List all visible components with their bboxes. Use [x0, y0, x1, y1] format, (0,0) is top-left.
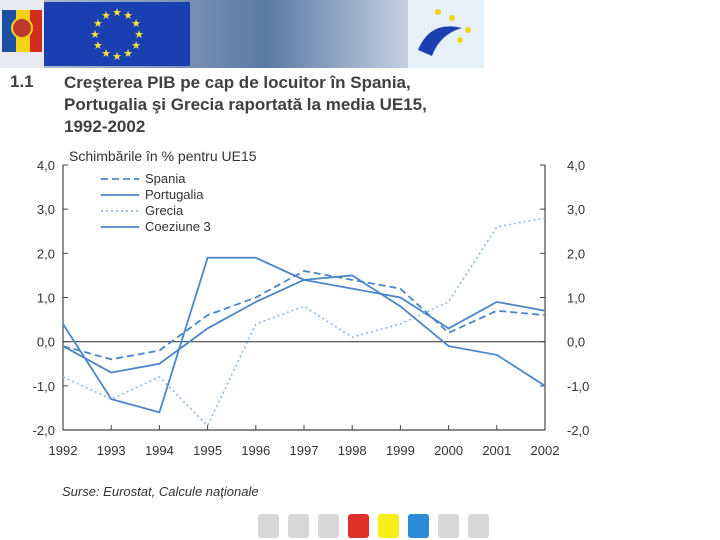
eu-star-icon: ★ [112, 51, 122, 63]
eu-star-icon: ★ [123, 10, 133, 22]
romania-coat-of-arms-icon [0, 0, 44, 68]
eu-star-icon: ★ [123, 48, 133, 60]
legend-label: Portugalia [145, 187, 204, 202]
title-line-1: Creşterea PIB pe cap de locuitor în Span… [64, 73, 411, 92]
slide-navigation[interactable] [258, 514, 489, 538]
y-tick-label-left: -1,0 [33, 379, 55, 394]
eu-star-icon: ★ [134, 29, 144, 41]
nav-square-button[interactable] [258, 514, 279, 538]
x-tick-label: 2001 [482, 443, 511, 458]
y-tick-label-right: 3,0 [567, 202, 585, 217]
title-line-2: Portugalia şi Grecia raportată la media … [64, 95, 427, 114]
nav-square-button[interactable] [408, 514, 429, 538]
eu-star-icon: ★ [93, 40, 103, 52]
x-tick-label: 1994 [145, 443, 174, 458]
header-banner: ★ ★★★★★★★★★★★ [0, 0, 484, 68]
y-tick-label-left: 3,0 [37, 202, 55, 217]
x-tick-label: 2002 [531, 443, 560, 458]
x-tick-label: 1992 [49, 443, 78, 458]
legend-label: Coeziune 3 [145, 219, 211, 234]
y-tick-label-right: 2,0 [567, 246, 585, 261]
eu-star-icon: ★ [90, 29, 100, 41]
series-line-coeziune-3 [62, 274, 546, 387]
x-tick-label: 1993 [97, 443, 126, 458]
x-tick-label: 2000 [434, 443, 463, 458]
y-tick-label-right: 4,0 [567, 158, 585, 173]
title-line-3: 1992-2002 [64, 117, 146, 136]
source-note: Surse: Eurostat, Calcule naţionale [62, 484, 259, 499]
nav-square-button[interactable] [438, 514, 459, 538]
chart-subtitle: Schimbările în % pentru UE15 [69, 148, 257, 164]
y-tick-label-right: 0,0 [567, 335, 585, 350]
eu-star-icon: ★ [101, 10, 111, 22]
series-line-portugalia [62, 256, 546, 414]
nav-square-button[interactable] [468, 514, 489, 538]
figure-title: Creşterea PIB pe cap de locuitor în Span… [64, 72, 604, 138]
y-tick-label-left: 1,0 [37, 291, 55, 306]
eu-star-icon: ★ [131, 18, 141, 30]
nav-square-button[interactable] [288, 514, 309, 538]
x-tick-label: 1995 [193, 443, 222, 458]
y-tick-label-left: 0,0 [37, 335, 55, 350]
x-tick-label: 1996 [241, 443, 270, 458]
eu-star-icon: ★ [93, 18, 103, 30]
x-tick-label: 1998 [338, 443, 367, 458]
y-tick-label-right: -1,0 [567, 379, 589, 394]
nav-square-button[interactable] [378, 514, 399, 538]
line-chart: 4,0 4,0 3,0 3,0 2,0 2,0 1,0 1,0 0,0 0,0 -1,0 -1,0 -2… [33, 148, 590, 458]
eu-flag-icon: ★ ★★★★★★★★★★★ [44, 2, 190, 66]
y-tick-label-left: 2,0 [37, 246, 55, 261]
eu-star-icon: ★ [131, 40, 141, 52]
y-tick-label-right: -2,0 [567, 423, 589, 438]
nav-square-button[interactable] [318, 514, 339, 538]
eu-star-icon: ★ [101, 48, 111, 60]
x-tick-label: 1997 [290, 443, 319, 458]
figure-number: 1.1 [10, 72, 34, 91]
legend-label: Spania [145, 171, 186, 186]
legend-label: Grecia [145, 203, 184, 218]
regional-logo-icon [408, 0, 484, 68]
y-tick-label-left: 4,0 [37, 158, 55, 173]
y-tick-label-left: -2,0 [33, 423, 55, 438]
eu-star-icon: ★ [112, 7, 122, 19]
y-tick-label-right: 1,0 [567, 291, 585, 306]
x-tick-label: 1999 [386, 443, 415, 458]
nav-square-button[interactable] [348, 514, 369, 538]
